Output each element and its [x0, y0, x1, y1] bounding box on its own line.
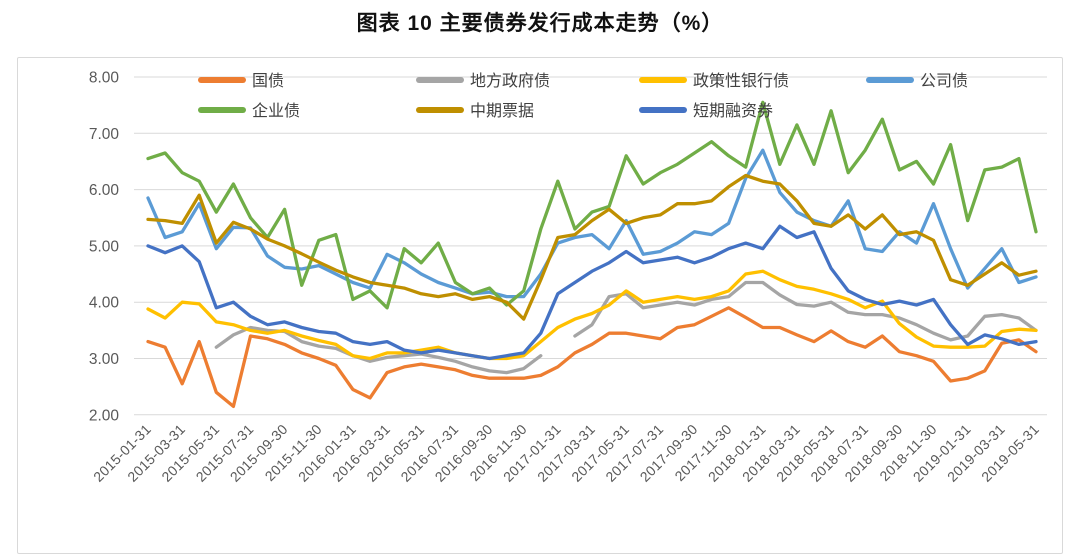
- chart-canvas: 8.007.006.005.004.003.002.002015-01-3120…: [89, 70, 1047, 485]
- legend-label: 中期票据: [470, 102, 534, 120]
- legend-marker-line: [639, 107, 687, 113]
- legend-marker-line: [416, 107, 464, 113]
- series-line-3: [146, 148, 1038, 299]
- legend-marker-line: [198, 107, 246, 113]
- series-line-5: [146, 173, 1038, 321]
- legend-label: 公司债: [920, 72, 968, 90]
- legend-label: 政策性银行债: [693, 72, 789, 90]
- legend-item-6: 短期融资券: [639, 102, 773, 120]
- legend-label: 企业债: [252, 102, 300, 120]
- legend-item-5: 中期票据: [416, 102, 534, 120]
- chart-frame: 8.00 7.00 6.00 5.00 4.00 3.00 2.00 2015-01-31 20…: [17, 57, 1063, 554]
- y-tick-label: 5.00: [89, 238, 120, 255]
- y-tick-label: 3.00: [89, 351, 120, 368]
- legend-item-0: 国债: [198, 72, 284, 90]
- legend-item-1: 地方政府债: [416, 72, 550, 90]
- series-line-0: [146, 306, 1038, 409]
- y-tick-label: 6.00: [89, 182, 120, 199]
- legend-label: 短期融资券: [693, 102, 773, 120]
- legend-marker-line: [416, 77, 464, 83]
- y-tick-label: 7.00: [89, 126, 120, 143]
- series-line-2: [146, 269, 1038, 361]
- legend-item-3: 公司债: [866, 72, 968, 90]
- legend-item-2: 政策性银行债: [639, 72, 789, 90]
- legend-marker-line: [198, 77, 246, 83]
- series-line-1: [214, 280, 1038, 375]
- legend-item-4: 企业债: [198, 102, 300, 120]
- y-tick-label: 2.00: [89, 407, 120, 424]
- chart-title: 图表 10 主要债券发行成本走势（%）: [356, 12, 724, 35]
- legend-marker-line: [639, 77, 687, 83]
- y-tick-label: 8.00: [89, 70, 120, 87]
- legend-marker-line: [866, 77, 914, 83]
- legend-label: 国债: [252, 72, 284, 90]
- y-tick-label: 4.00: [89, 295, 120, 312]
- series-line-6: [146, 224, 1038, 361]
- legend-label: 地方政府债: [470, 72, 550, 90]
- series-line-4: [146, 100, 1038, 310]
